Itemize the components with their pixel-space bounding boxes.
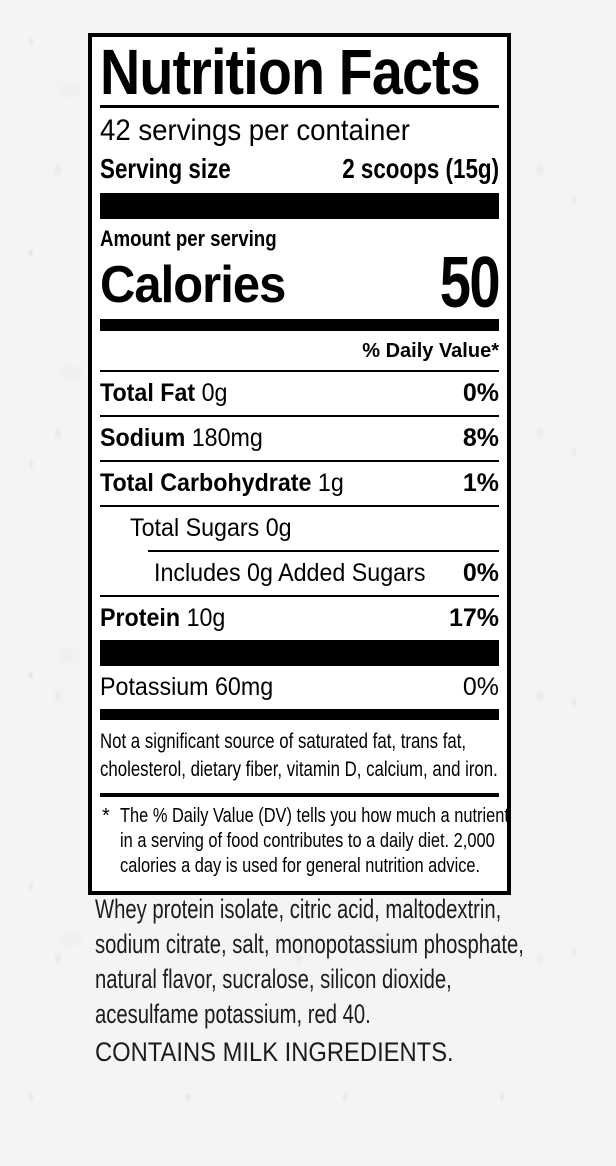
row-total-fat: Total Fat 0g 0% xyxy=(100,370,499,415)
row-protein: Protein 10g 17% xyxy=(100,595,499,640)
carbohydrate-amount: 1g xyxy=(317,469,344,497)
sodium-amount: 180mg xyxy=(191,424,263,452)
ingredients-statement: Whey protein isolate, citric acid, malto… xyxy=(95,892,616,1070)
nutrition-facts-label: Nutrition Facts 42 servings per containe… xyxy=(88,33,511,895)
protein-name: Protein xyxy=(100,604,181,632)
total-fat-name: Total Fat xyxy=(100,379,196,407)
daily-value-header: % Daily Value* xyxy=(362,340,499,362)
note-line-2: cholesterol, dietary fiber, vitamin D, c… xyxy=(100,758,498,781)
label-title: Nutrition Facts xyxy=(100,36,481,108)
total-fat-amount: 0g xyxy=(201,379,228,407)
calories-value: 50 xyxy=(439,243,501,323)
serving-size-row: Serving size 2 scoops (15g) xyxy=(100,152,499,186)
amount-per-serving: Amount per serving xyxy=(100,226,277,251)
divider-medium-calories xyxy=(100,319,499,331)
row-added-sugars: Includes 0g Added Sugars 0% xyxy=(148,552,499,595)
divider-thick-protein xyxy=(100,640,499,666)
divider-footnote xyxy=(100,793,499,797)
servings-per-container: 42 servings per container xyxy=(100,114,410,147)
ingredients-line-3: natural flavor, sucralose, silicon dioxi… xyxy=(95,964,452,994)
row-sodium: Sodium 180mg 8% xyxy=(100,415,499,460)
daily-value-footnote: * The % Daily Value (DV) tells you how m… xyxy=(100,797,509,891)
potassium-dv: 0% xyxy=(462,673,499,701)
serving-size-label: Serving size xyxy=(100,153,231,184)
serving-size-value: 2 scoops (15g) xyxy=(342,153,499,184)
note-line-1: Not a significant source of saturated fa… xyxy=(100,730,467,753)
calories-label: Calories xyxy=(100,256,286,314)
divider-thick-top xyxy=(100,193,499,219)
carbohydrate-name: Total Carbohydrate xyxy=(100,469,312,497)
row-total-carbohydrate: Total Carbohydrate 1g 1% xyxy=(100,460,499,505)
potassium-name: Potassium 60mg xyxy=(100,673,274,701)
not-significant-note: Not a significant source of saturated fa… xyxy=(100,720,499,793)
row-total-sugars: Total Sugars 0g xyxy=(100,505,499,550)
carbohydrate-dv: 1% xyxy=(462,469,499,497)
ingredients-line-1: Whey protein isolate, citric acid, malto… xyxy=(95,894,502,924)
ingredients-line-2: sodium citrate, salt, monopotassium phos… xyxy=(95,929,524,959)
divider-medium-potassium xyxy=(100,709,499,720)
ingredients-line-4: acesulfame potassium, red 40. xyxy=(95,999,371,1029)
footnote-line-1: The % Daily Value (DV) tells you how muc… xyxy=(120,805,509,827)
footnote-line-2: in a serving of food contributes to a da… xyxy=(120,830,495,852)
total-sugars-name: Total Sugars 0g xyxy=(130,514,292,542)
total-fat-dv: 0% xyxy=(462,379,499,407)
row-potassium: Potassium 60mg 0% xyxy=(100,666,499,709)
sodium-dv: 8% xyxy=(462,424,499,452)
calories-row: Calories 50 xyxy=(100,243,501,323)
row-added-sugars-wrap: Includes 0g Added Sugars 0% xyxy=(148,550,499,595)
divider-under-title xyxy=(100,105,499,108)
allergen-statement: CONTAINS MILK INGREDIENTS. xyxy=(95,1037,454,1067)
protein-amount: 10g xyxy=(186,604,226,632)
sodium-name: Sodium xyxy=(100,424,186,452)
added-sugars-dv: 0% xyxy=(462,559,499,587)
footnote-asterisk: * xyxy=(102,805,110,827)
footnote-line-3: calories a day is used for general nutri… xyxy=(120,855,481,877)
protein-dv: 17% xyxy=(448,604,499,632)
added-sugars-name: Includes 0g Added Sugars xyxy=(154,559,426,587)
